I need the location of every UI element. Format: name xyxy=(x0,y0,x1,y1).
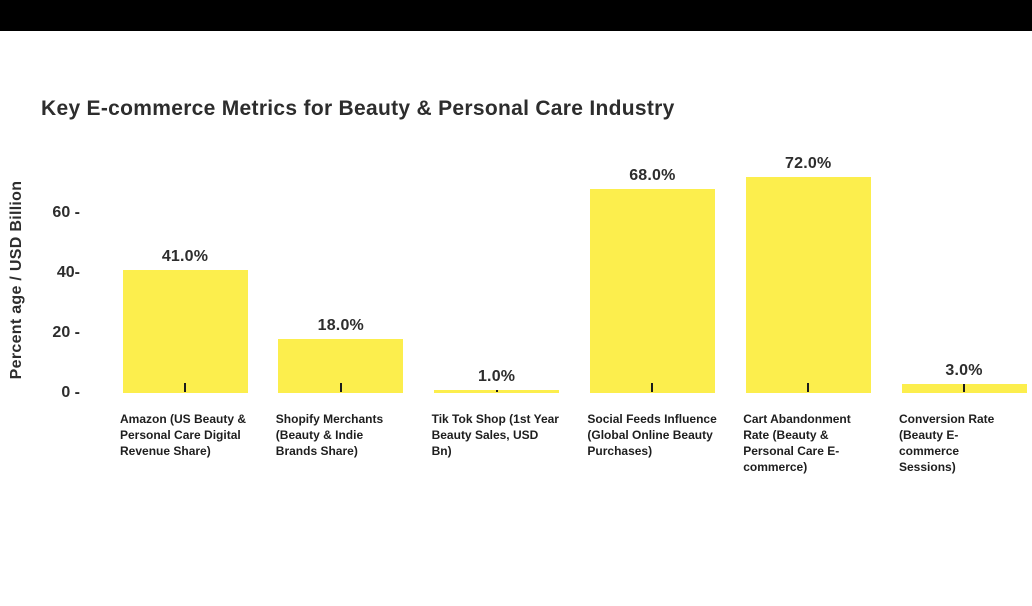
category-label: Tik Tok Shop (1st Year Beauty Sales, USD… xyxy=(431,412,559,458)
category-label: Shopify Merchants (Beauty & Indie Brands… xyxy=(275,412,384,458)
x-tick-mark xyxy=(963,384,965,392)
chart-title: Key E-commerce Metrics for Beauty & Pers… xyxy=(41,97,675,120)
bar xyxy=(278,339,404,393)
category-label: Conversion Rate (Beauty E- commerce Sess… xyxy=(899,412,995,474)
bar-value-label: 41.0% xyxy=(161,248,209,265)
category-label: Social Feeds Influence (Global Online Be… xyxy=(587,412,717,458)
bar-value-label: 3.0% xyxy=(945,362,983,379)
bar xyxy=(434,390,560,393)
bar-value-label: 68.0% xyxy=(629,167,676,184)
bar xyxy=(745,177,871,393)
y-tick-label: 40- xyxy=(56,264,80,281)
bar xyxy=(901,384,1027,393)
y-tick-label: 20 - xyxy=(52,324,80,341)
bar-value-label: 72.0% xyxy=(785,155,832,172)
top-letterbox-bar xyxy=(0,0,1032,31)
x-tick-mark xyxy=(339,383,342,392)
y-tick-label: 60 - xyxy=(52,204,80,221)
y-tick-label: 0 - xyxy=(61,384,80,401)
bar xyxy=(589,189,715,393)
x-tick-mark xyxy=(495,390,498,392)
bar-value-label: 18.0% xyxy=(317,317,364,334)
bar xyxy=(122,270,248,393)
category-label: Cart Abandonment Rate (Beauty & Personal… xyxy=(743,412,851,474)
category-label: Amazon (US Beauty & Personal Care Digita… xyxy=(120,412,247,458)
x-tick-mark xyxy=(807,383,810,392)
x-tick-mark xyxy=(651,383,654,392)
bar-value-label: 1.0% xyxy=(477,368,516,385)
x-tick-mark xyxy=(184,383,186,392)
